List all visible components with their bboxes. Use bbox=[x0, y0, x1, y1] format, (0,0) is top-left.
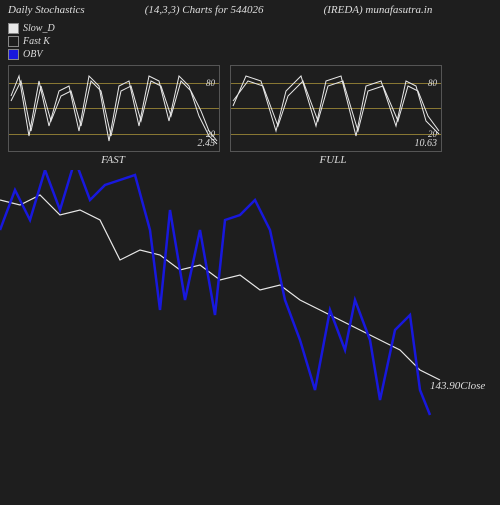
full-chart: 80 20 10.63 bbox=[230, 65, 442, 152]
close-label: 143.90Close bbox=[430, 380, 485, 392]
title: Daily Stochastics bbox=[8, 4, 85, 16]
params: (14,3,3) Charts for 544026 bbox=[145, 4, 264, 16]
legend-slow-d: Slow_D bbox=[8, 22, 492, 35]
full-name: FULL bbox=[228, 152, 438, 166]
legend-box-dark bbox=[8, 36, 19, 47]
legend-box-blue bbox=[8, 49, 19, 60]
chart-header: Daily Stochastics (14,3,3) Charts for 54… bbox=[0, 0, 500, 20]
fast-value: 2.45 bbox=[198, 138, 216, 149]
full-value: 10.63 bbox=[415, 138, 438, 149]
small-charts-row: 80 20 2.45 80 20 10.63 bbox=[0, 63, 500, 152]
chart-names-row: FAST FULL bbox=[0, 152, 500, 166]
legend-fast-k: Fast K bbox=[8, 35, 492, 48]
fast-chart: 80 20 2.45 bbox=[8, 65, 220, 152]
full-svg bbox=[231, 66, 441, 151]
main-chart: 143.90Close bbox=[0, 170, 500, 500]
fast-name: FAST bbox=[8, 152, 218, 166]
legend-obv: OBV bbox=[8, 48, 492, 61]
legend: Slow_D Fast K OBV bbox=[0, 20, 500, 63]
main-svg bbox=[0, 170, 500, 500]
symbol: (IREDA) munafasutra.in bbox=[324, 4, 433, 16]
legend-box-white bbox=[8, 23, 19, 34]
fast-svg bbox=[9, 66, 219, 151]
